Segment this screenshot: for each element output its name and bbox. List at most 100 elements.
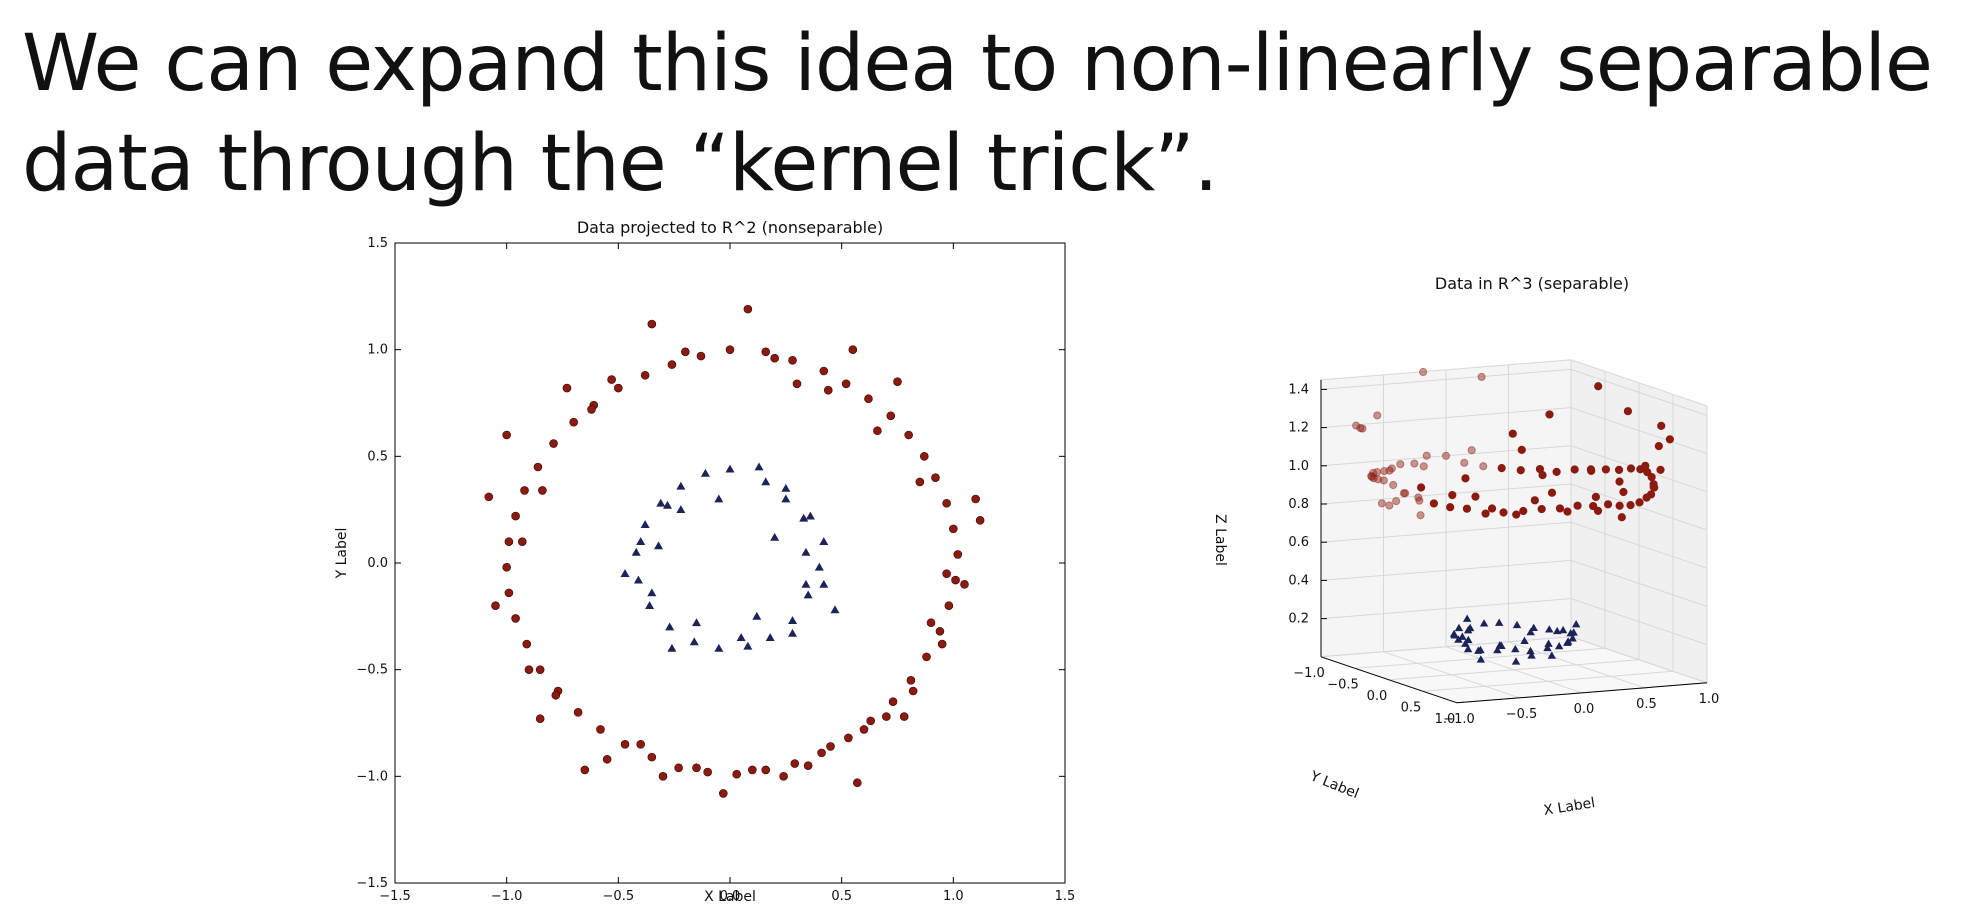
chart-2d-point-outer: [899, 712, 909, 721]
chart-3d-point-outer: [1389, 480, 1398, 490]
chart-2d-point-outer: [502, 430, 511, 440]
chart-2d-point-inner: [803, 590, 813, 599]
chart-3d-point-inner: [1568, 634, 1577, 642]
chart-3d-x-axis-label: X Label: [1543, 795, 1597, 819]
chart-2d-point-outer: [873, 426, 882, 436]
chart-3d-point-inner: [1512, 620, 1522, 629]
chart-2d-point-outer: [484, 492, 494, 502]
chart-3d-point-outer: [1367, 472, 1376, 481]
chart-2d-point-inner: [656, 498, 666, 507]
chart-3d-y-tick-label: 0.5: [1401, 700, 1422, 715]
chart-3d-y-axis-label: Y Label: [1307, 768, 1361, 802]
chart-2d-point-outer: [535, 665, 545, 674]
chart-3d-point-outer: [1619, 487, 1628, 497]
chart-2d-point-outer: [518, 537, 527, 546]
chart-3d-point-outer: [1508, 429, 1517, 438]
chart-2d-point-inner: [788, 616, 798, 624]
chart-2d-point-inner: [761, 477, 771, 486]
chart-3d-point-outer: [1422, 451, 1431, 460]
chart-3d-point-inner: [1458, 632, 1467, 640]
chart-2d-point-inner: [788, 628, 798, 637]
chart-2d-point-inner: [640, 520, 650, 528]
chart-3d-point-inner: [1520, 636, 1529, 644]
chart-3d-point-outer: [1379, 476, 1388, 485]
chart-2d-point-inner: [633, 575, 643, 584]
chart-2d-point-inner: [654, 541, 664, 550]
chart-3d-point-outer: [1499, 508, 1508, 517]
chart-2d-title: Data projected to R^2 (nonseparable): [577, 218, 883, 237]
chart-2d-point-inner: [714, 643, 724, 652]
chart-3d-title: Data in R^3 (separable): [1435, 274, 1629, 293]
chart-2d-point-outer: [790, 759, 800, 768]
chart-3d-point-inner: [1529, 623, 1538, 631]
chart-3d-gridline: [1388, 659, 1640, 681]
chart-2d-point-outer: [491, 601, 500, 610]
chart-2d-point-outer: [524, 665, 534, 674]
chart-3d-point-outer: [1462, 504, 1472, 513]
chart-2d-point-inner: [662, 500, 672, 509]
chart-2d-point-inner: [665, 622, 675, 631]
chart-3d-point-outer: [1448, 490, 1457, 500]
chart-2d-point-inner: [700, 468, 710, 477]
chart-2d-point-outer: [960, 580, 969, 589]
chart-2d-point-outer: [607, 375, 616, 384]
chart-2d-point-outer: [770, 353, 779, 363]
chart-2d-y-tick-label: 1.0: [367, 343, 388, 358]
chart-3d-point-inner: [1497, 641, 1506, 649]
chart-2d-point-outer: [620, 740, 630, 749]
chart-2d-point-outer: [647, 319, 657, 329]
chart-3d-point-outer: [1356, 424, 1365, 433]
chart-2d-point-inner: [714, 494, 724, 503]
chart-2d-point-inner: [752, 611, 762, 620]
chart-2d-point-outer: [640, 370, 650, 380]
chart-3d-feature-space: Data in R^3 (separable) 0.2 0.4 0.6 0.8 1.0 1…: [1212, 274, 1719, 819]
chart-3d-gridline: [1383, 651, 1520, 699]
chart-2d-point-inner: [801, 579, 811, 588]
chart-3d-point-outer: [1642, 493, 1651, 502]
chart-2d-point-outer: [971, 494, 980, 504]
chart-3d-point-outer: [1429, 499, 1439, 508]
chart-2d-point-inner: [647, 588, 657, 597]
chart-3d-point-inner: [1526, 627, 1535, 636]
chart-3d-point-inner: [1476, 655, 1486, 663]
chart-3d-x-tick-label: −0.5: [1506, 707, 1538, 722]
chart-3d-point-inner: [1494, 618, 1504, 626]
chart-3d-point-outer: [1591, 492, 1600, 502]
chart-2d-y-tick-label: −1.0: [356, 769, 388, 784]
chart-2d-point-outer: [823, 385, 833, 395]
chart-3d-point-outer: [1537, 504, 1546, 514]
chart-2d-point-outer: [915, 477, 925, 487]
chart-2d-point-outer: [533, 462, 543, 472]
chart-3d-point-outer: [1656, 465, 1665, 474]
chart-2d-point-outer: [502, 562, 511, 572]
chart-3d-point-outer: [1416, 511, 1425, 520]
chart-3d-gridline: [1320, 445, 1708, 493]
chart-3d-gridline: [1320, 598, 1708, 646]
chart-2d-point-inner: [676, 505, 686, 514]
chart-2d-point-outer: [942, 498, 951, 508]
chart-2d-point-inner: [620, 569, 630, 578]
chart-3d-point-outer: [1387, 464, 1396, 473]
chart-2d-point-inner: [765, 633, 775, 642]
chart-2d-point-outer: [569, 417, 578, 427]
chart-2d-point-outer: [743, 304, 753, 314]
chart-2d-point-outer: [937, 639, 947, 649]
chart-3d-point-outer: [1623, 407, 1633, 416]
chart-2d-point-outer: [844, 733, 853, 743]
chart-3d-point-outer: [1647, 472, 1656, 482]
chart-3d-point-outer: [1358, 424, 1367, 433]
chart-3d-point-outer: [1467, 446, 1476, 455]
chart-3d-z-tick-label: 1.2: [1288, 421, 1309, 436]
chart-2d-point-inner: [754, 462, 764, 471]
chart-2d-x-tick-label: −1.5: [379, 889, 411, 904]
chart-2d-point-outer: [696, 351, 706, 361]
chart-3d-point-inner: [1511, 644, 1520, 653]
chart-3d-x-tick-label: −1.0: [1443, 712, 1475, 727]
chart-2d-point-outer: [819, 366, 829, 376]
chart-3d-point-outer: [1570, 465, 1579, 474]
chart-2d-point-outer: [935, 626, 945, 636]
chart-3d-point-inner: [1545, 625, 1554, 633]
chart-3d-point-outer: [1603, 500, 1613, 509]
chart-3d-point-outer: [1419, 462, 1428, 471]
chart-2d-x-tick-label: 0.0: [720, 889, 741, 904]
